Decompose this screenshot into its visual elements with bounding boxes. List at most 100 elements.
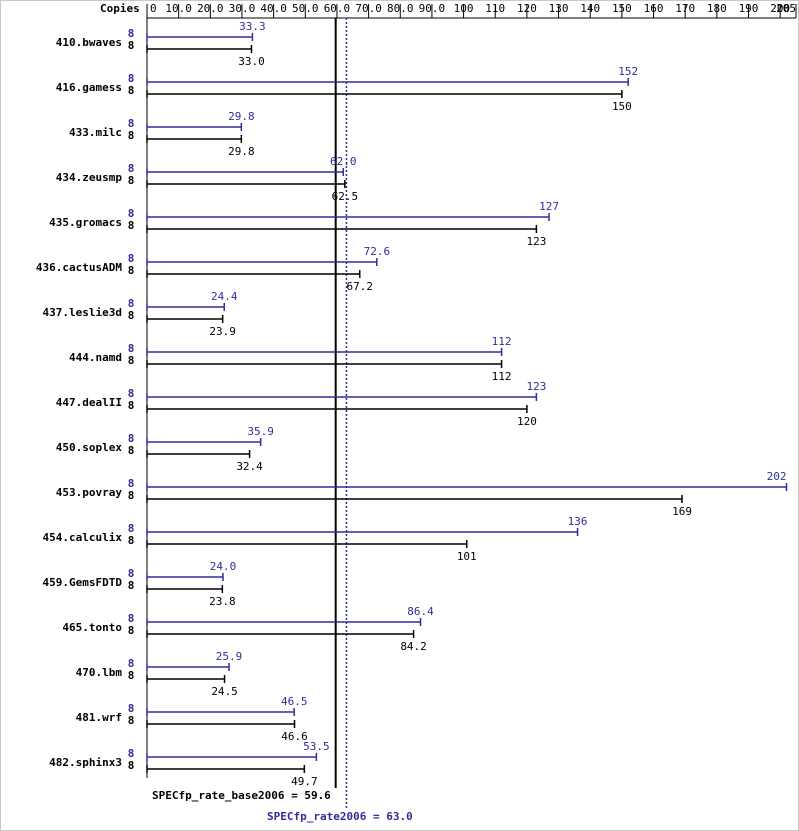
category-label: 470.lbm: [76, 666, 123, 679]
value-label: 62.5: [332, 190, 359, 203]
reference-label: SPECfp_rate_base2006 = 59.6: [152, 789, 331, 802]
copies-label: 8: [128, 432, 135, 445]
x-tick-label: 70.0: [355, 2, 382, 15]
copies-label: 8: [128, 162, 135, 175]
bar: [146, 33, 254, 41]
bar: [146, 303, 225, 311]
x-tick-label: 40.0: [260, 2, 287, 15]
x-tick-label: 180: [707, 2, 727, 15]
value-label: 150: [612, 100, 632, 113]
value-label: 84.2: [400, 640, 427, 653]
copies-label: 8: [128, 174, 135, 187]
category-label: 465.tonto: [62, 621, 122, 634]
copies-label: 8: [128, 612, 135, 625]
copies-label: 8: [128, 117, 135, 130]
bar: [146, 630, 415, 638]
bar: [146, 270, 361, 278]
value-label: 86.4: [407, 605, 434, 618]
copies-label: 8: [128, 702, 135, 715]
value-label: 67.2: [346, 280, 373, 293]
value-label: 112: [492, 335, 512, 348]
value-label: 24.0: [210, 560, 237, 573]
bar: [146, 438, 262, 446]
copies-label: 8: [128, 84, 135, 97]
value-label: 35.9: [247, 425, 274, 438]
category-label: 450.soplex: [56, 441, 123, 454]
x-tick-label: 10.0: [165, 2, 192, 15]
copies-label: 8: [128, 489, 135, 502]
bar: [146, 45, 253, 53]
bar: [146, 765, 306, 773]
value-label: 33.0: [238, 55, 265, 68]
x-tick-label: 110: [485, 2, 505, 15]
bar: [146, 225, 538, 233]
bar: [146, 90, 623, 98]
bar: [146, 405, 528, 413]
x-tick-label: 80.0: [387, 2, 414, 15]
category-label: 444.namd: [69, 351, 122, 364]
value-label: 24.4: [211, 290, 238, 303]
x-tick-label: 170: [675, 2, 695, 15]
category-label: 435.gromacs: [49, 216, 122, 229]
value-label: 23.9: [209, 325, 236, 338]
category-label: 434.zeusmp: [56, 171, 123, 184]
bar: [146, 585, 224, 593]
value-label: 112: [492, 370, 512, 383]
x-tick-label: 205: [776, 2, 796, 15]
x-tick-label: 50.0: [292, 2, 319, 15]
axis-title: Copies: [100, 2, 140, 15]
bar: [146, 78, 629, 86]
copies-label: 8: [128, 669, 135, 682]
bar: [146, 348, 503, 356]
category-label: 416.gamess: [56, 81, 122, 94]
copies-label: 8: [128, 219, 135, 232]
bar: [146, 450, 251, 458]
copies-label: 8: [128, 309, 135, 322]
x-tick-label: 60.0: [324, 2, 351, 15]
bar: [146, 213, 550, 221]
copies-label: 8: [128, 129, 135, 142]
copies-label: 8: [128, 747, 135, 760]
category-label: 437.leslie3d: [43, 306, 122, 319]
copies-label: 8: [128, 354, 135, 367]
value-label: 46.5: [281, 695, 308, 708]
category-label: 482.sphinx3: [49, 756, 122, 769]
category-label: 481.wrf: [76, 711, 122, 724]
copies-label: 8: [128, 387, 135, 400]
copies-label: 8: [128, 657, 135, 670]
bar: [146, 540, 468, 548]
x-tick-label: 160: [644, 2, 664, 15]
value-label: 120: [517, 415, 537, 428]
value-label: 62.0: [330, 155, 357, 168]
category-label: 459.GemsFDTD: [43, 576, 123, 589]
bar: [146, 180, 346, 188]
value-label: 101: [457, 550, 477, 563]
copies-label: 8: [128, 477, 135, 490]
value-label: 23.8: [209, 595, 236, 608]
x-tick-label: 200: [770, 2, 790, 15]
bar: [146, 360, 503, 368]
category-label: 436.cactusADM: [36, 261, 122, 274]
copies-label: 8: [128, 297, 135, 310]
bar: [146, 528, 579, 536]
copies-label: 8: [128, 444, 135, 457]
value-label: 127: [539, 200, 559, 213]
copies-label: 8: [128, 759, 135, 772]
bar: [146, 720, 296, 728]
copies-label: 8: [128, 567, 135, 580]
reference-label: SPECfp_rate2006 = 63.0: [267, 810, 413, 823]
value-label: 136: [568, 515, 588, 528]
bar: [146, 708, 295, 716]
value-label: 46.6: [281, 730, 308, 743]
category-label: 447.dealII: [56, 396, 122, 409]
value-label: 49.7: [291, 775, 318, 788]
bar: [146, 315, 224, 323]
bar: [146, 393, 538, 401]
copies-label: 8: [128, 714, 135, 727]
value-label: 29.8: [228, 110, 255, 123]
copies-label: 8: [128, 624, 135, 637]
value-label: 25.9: [216, 650, 243, 663]
x-tick-label: 30.0: [229, 2, 256, 15]
